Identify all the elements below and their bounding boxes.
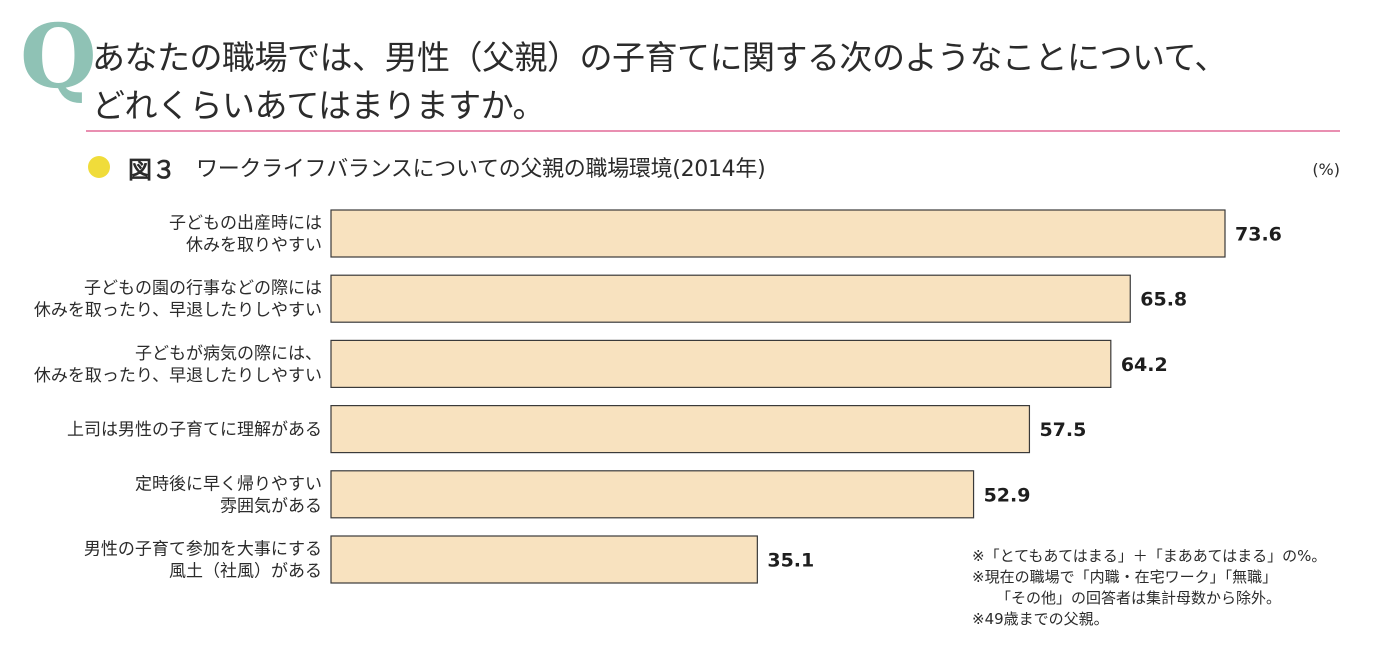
value-label-4: 57.5 [1039, 419, 1086, 441]
question-text: あなたの職場では、男性（父親）の子育てに関する次のようなことについて、 どれくら… [92, 34, 1332, 130]
bar-1 [330, 209, 1226, 258]
category-label-5-1: 定時後に早く帰りやすい [135, 474, 322, 494]
category-label-3-1: 子どもが病気の際には、 [135, 344, 322, 364]
category-label-5-2: 雰囲気がある [220, 496, 322, 516]
category-label-6-1: 男性の子育て参加を大事にする [84, 540, 322, 560]
bar-4 [330, 405, 1031, 454]
note-2: ※現在の職場で「内職・在宅ワーク」「無職」 [972, 568, 1278, 586]
value-label-6: 35.1 [767, 550, 814, 572]
category-label-3-2: 休みを取ったり、早退したりしやすい [34, 366, 322, 386]
bar-3 [330, 339, 1112, 388]
note-1: ※「とてもあてはまる」＋「まああてはまる」の%。 [972, 547, 1327, 565]
bar-5 [330, 470, 975, 519]
category-label-2-1: 子どもの園の行事などの際には [84, 279, 322, 299]
category-label-2-2: 休みを取ったり、早退したりしやすい [34, 301, 322, 321]
header-divider [86, 130, 1340, 132]
category-label-4-1: 上司は男性の子育てに理解がある [67, 420, 322, 440]
note-3: 「その他」の回答者は集計母数から除外。 [996, 589, 1282, 607]
value-label-3: 64.2 [1121, 354, 1168, 376]
figure-label: 図３ [128, 156, 176, 184]
category-label-1-2: 休みを取りやすい [186, 236, 322, 256]
bar-2 [330, 274, 1131, 323]
value-label-2: 65.8 [1140, 289, 1187, 311]
notes: ※「とてもあてはまる」＋「まああてはまる」の%。 ※現在の職場で「内職・在宅ワー… [972, 546, 1326, 630]
figure-bullet-icon [88, 156, 110, 178]
unit-label: (%) [1312, 160, 1340, 179]
question-line-1: あなたの職場では、男性（父親）の子育てに関する次のようなことについて、 [92, 38, 1227, 77]
note-4: ※49歳までの父親。 [972, 610, 1109, 628]
bar-6 [330, 535, 758, 584]
value-label-1: 73.6 [1235, 224, 1282, 246]
value-label-5: 52.9 [984, 484, 1031, 506]
category-label-1-1: 子どもの出産時には [169, 214, 322, 234]
chart-title: ワークライフバランスについての父親の職場環境(2014年) [196, 157, 766, 182]
question-line-2: どれくらいあてはまりますか。 [92, 86, 546, 125]
q-mark: Q [20, 4, 97, 108]
category-label-6-2: 風土（社風）がある [169, 562, 322, 582]
